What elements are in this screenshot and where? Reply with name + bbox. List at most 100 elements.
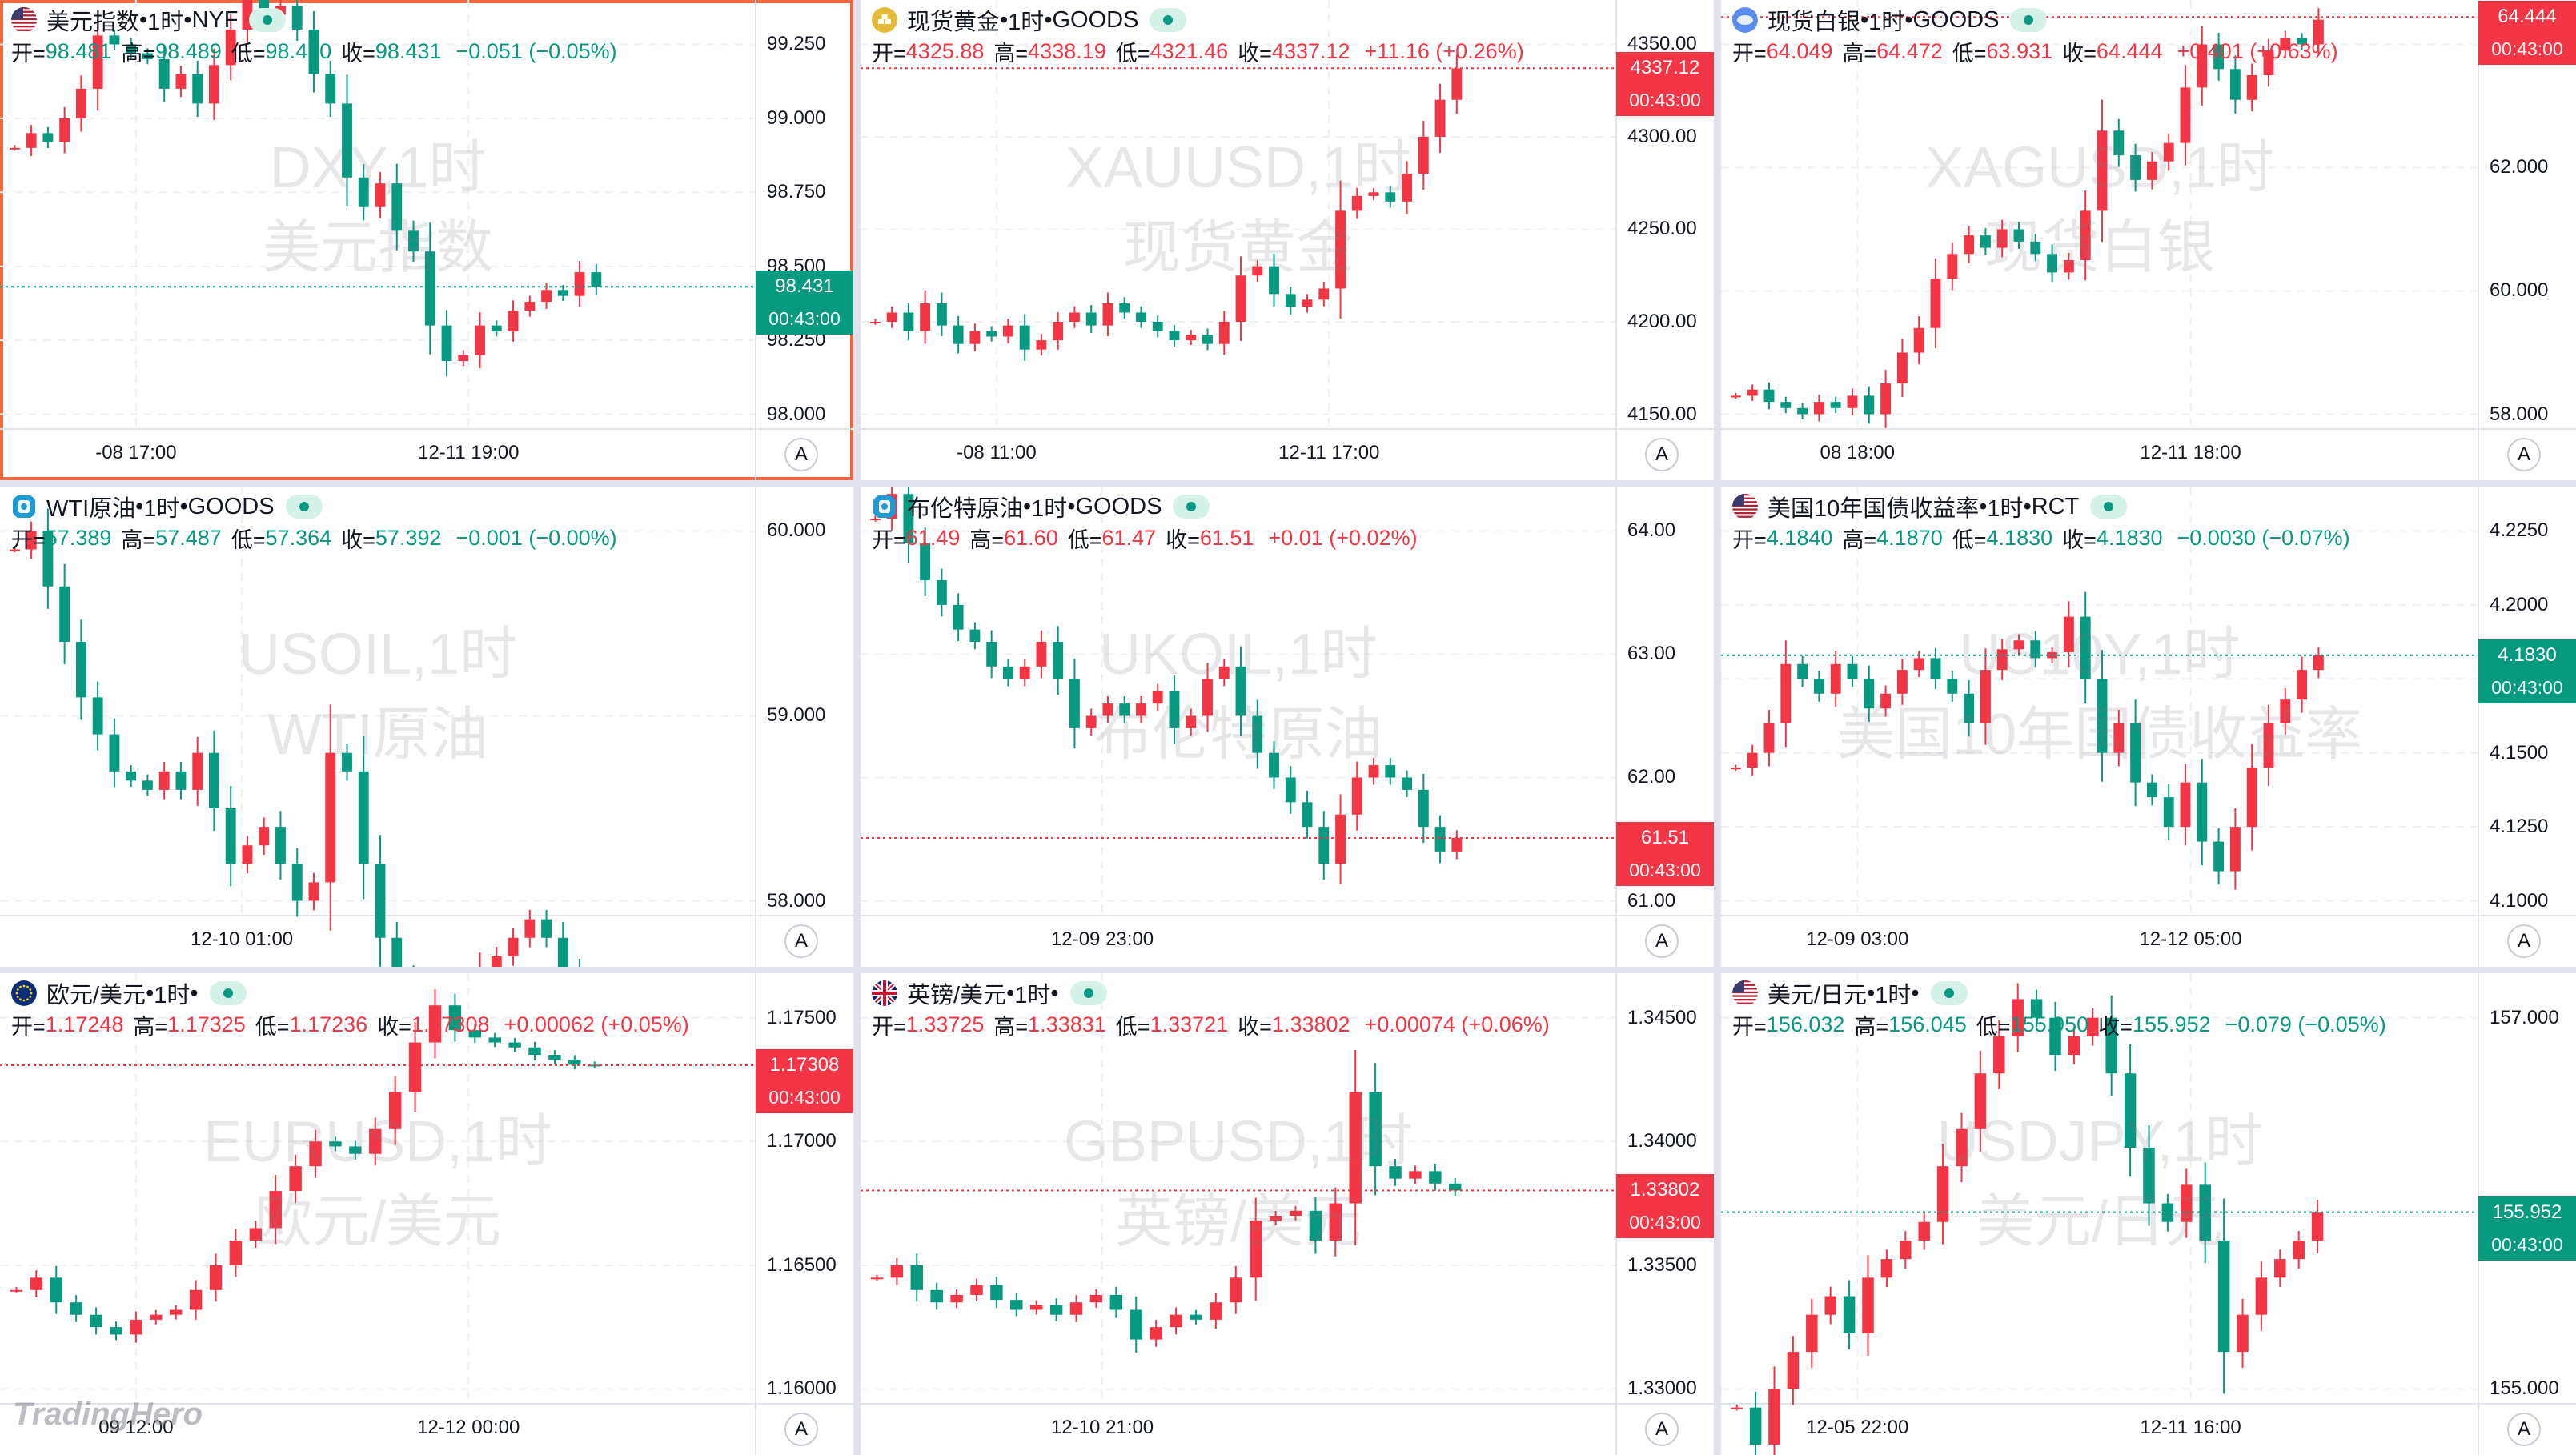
symbol-header[interactable]: 布伦特原油 • 1时 • GOODS <box>872 490 1210 523</box>
auto-scale-button[interactable]: A <box>2507 924 2541 958</box>
auto-scale-button[interactable]: A <box>784 1413 818 1446</box>
candle-body <box>2297 670 2308 700</box>
symbol-name[interactable]: 英镑/美元 <box>907 983 1007 1008</box>
symbol-name[interactable]: 欧元/美元 <box>46 983 146 1008</box>
candlestick-chart[interactable] <box>0 0 853 480</box>
interval-label[interactable]: 1时 <box>1008 10 1045 35</box>
candle-body <box>1318 827 1330 864</box>
market-status-badge[interactable] <box>2090 495 2128 519</box>
time-scale-label: 12-10 21:00 <box>1051 1417 1154 1438</box>
candle-body <box>229 1240 243 1265</box>
chart-panel-us10y[interactable]: US10Y,1时美国10年国债收益率美国10年国债收益率 • 1时 • RCT开… <box>1721 487 2576 967</box>
time-scale-label: 12-09 23:00 <box>1051 928 1154 950</box>
auto-scale-button[interactable]: A <box>2507 1413 2541 1446</box>
chart-panel-dxy[interactable]: DXY,1时 美元指数 美元指数 • 1时 • NYF 开= 98.481 高= 98.48… <box>0 0 853 480</box>
symbol-header[interactable]: 美国10年国债收益率 • 1时 • RCT <box>1732 490 2128 523</box>
candlestick-chart[interactable] <box>1721 973 2576 1455</box>
auto-scale-button[interactable]: A <box>2507 438 2541 471</box>
symbol-header[interactable]: 欧元/美元 • 1时 • <box>11 976 247 1010</box>
market-status-badge[interactable] <box>2010 8 2048 32</box>
price-scale-label: 1.17500 <box>767 1006 837 1028</box>
ohlc-value-l: 4.1830 <box>1986 525 2053 550</box>
time-scale-label: 12-12 00:00 <box>417 1417 520 1438</box>
candle-body <box>1202 679 1213 716</box>
market-status-badge[interactable] <box>1173 495 1210 519</box>
market-status-badge[interactable] <box>209 981 247 1005</box>
candle-body <box>508 1042 521 1048</box>
candle-body <box>209 1265 223 1290</box>
chart-panel-xagusd[interactable]: XAGUSD,1时现货白银现货白银 • 1时 • GOODS开=64.049高=… <box>1721 0 2576 480</box>
candle-body <box>342 103 352 178</box>
candle-body <box>508 311 519 332</box>
price-scale-label: 4.1500 <box>2490 741 2549 764</box>
market-status-badge[interactable] <box>1069 981 1107 1005</box>
candle-body <box>1269 1216 1282 1221</box>
interval-label[interactable]: 1时 <box>1875 983 1912 1008</box>
auto-scale-button[interactable]: A <box>784 924 818 958</box>
symbol-header[interactable]: 美元指数 • 1时 • NYF <box>11 3 287 37</box>
price-scale-label: 4.1000 <box>2490 889 2549 912</box>
symbol-name[interactable]: 美国10年国债收益率 <box>1767 496 1980 522</box>
chart-panel-usdjpy[interactable]: USDJPY,1时 美元/日元 美元/日元 • 1时 • 开= 156.032 高= 15… <box>1721 973 2576 1455</box>
symbol-header[interactable]: 英镑/美元 • 1时 • <box>872 976 1107 1010</box>
market-status-badge[interactable] <box>285 495 323 519</box>
candle-body <box>2180 87 2191 143</box>
candle-body <box>1368 765 1379 778</box>
candlestick-chart[interactable] <box>1721 487 2576 967</box>
candle-body <box>1136 703 1146 716</box>
interval-label[interactable]: 1时 <box>1868 10 1905 35</box>
symbol-header[interactable]: 美元/日元 • 1时 • <box>1732 976 1968 1010</box>
candle-body <box>2113 723 2125 753</box>
candle-body <box>1434 99 1446 137</box>
symbol-name[interactable]: WTI原油 <box>46 496 136 522</box>
ohlc-label-c: 收= <box>341 41 375 66</box>
symbol-name[interactable]: 布伦特原油 <box>907 496 1024 522</box>
ohlc-label-h: 高= <box>993 1014 1029 1039</box>
symbol-header[interactable]: 现货白银 • 1时 • GOODS <box>1732 3 2048 37</box>
candlestick-chart[interactable] <box>861 0 1714 480</box>
candle-body <box>903 312 914 331</box>
auto-scale-button[interactable]: A <box>1645 924 1679 958</box>
interval-label[interactable]: 1时 <box>1987 496 2024 522</box>
candle-body <box>1152 322 1163 331</box>
candlestick-chart[interactable] <box>861 973 1714 1455</box>
candle-body <box>1847 395 1858 408</box>
candle-body <box>1449 1183 1462 1191</box>
interval-label[interactable]: 1时 <box>154 983 191 1008</box>
symbol-name[interactable]: 现货白银 <box>1767 10 1861 35</box>
symbol-name[interactable]: 现货黄金 <box>907 10 1001 35</box>
interval-label[interactable]: 1时 <box>147 10 184 35</box>
market-status-badge[interactable] <box>249 8 287 32</box>
candlestick-chart[interactable] <box>0 973 853 1455</box>
symbol-header[interactable]: 现货黄金 • 1时 • GOODS <box>872 3 1187 37</box>
candle-body <box>1150 1327 1162 1340</box>
interval-label[interactable]: 1时 <box>1014 983 1051 1008</box>
auto-scale-button[interactable]: A <box>1645 1413 1679 1446</box>
chart-panel-ukoil[interactable]: UKOIL,1时 布伦特原油 布伦特原油 • 1时 • GOODS 开= 61.49 高=… <box>861 487 1714 967</box>
interval-label[interactable]: 1时 <box>143 496 180 522</box>
candlestick-chart[interactable] <box>0 487 853 967</box>
symbol-name[interactable]: 美元/日元 <box>1767 983 1868 1008</box>
candle-body <box>2030 640 2041 659</box>
symbol-name[interactable]: 美元指数 <box>46 10 140 35</box>
candlestick-chart[interactable] <box>1721 0 2576 480</box>
chart-panel-xauusd[interactable]: XAUUSD,1时 现货黄金 现货黄金 • 1时 • GOODS 开= 4325.88 高… <box>861 0 1714 480</box>
ohlc-value-l: 1.33721 <box>1150 1012 1229 1036</box>
market-status-badge[interactable] <box>1930 981 1968 1005</box>
candle-body <box>1409 1171 1422 1179</box>
chart-panel-usoil[interactable]: USOIL,1时 WTI原油 WTI原油 • 1时 • GOODS 开= 57.389 高… <box>0 487 853 967</box>
auto-scale-button[interactable]: A <box>1645 438 1679 471</box>
candle-body <box>2097 130 2108 211</box>
market-status-badge[interactable] <box>1150 8 1187 32</box>
symbol-header[interactable]: WTI原油 • 1时 • GOODS <box>11 490 323 523</box>
candlestick-chart[interactable] <box>861 487 1714 967</box>
chart-panel-gbpusd[interactable]: GBPUSD,1时 英镑/美元 英镑/美元 • 1时 • 开= 1.33725 高= 1.… <box>861 973 1714 1455</box>
ohlc-value-c: 155.952 <box>2132 1012 2211 1036</box>
candle-body <box>1329 1203 1342 1241</box>
interval-label[interactable]: 1时 <box>1031 496 1068 522</box>
ohlc-label-h: 高= <box>133 1014 168 1039</box>
ohlc-value-h: 4338.19 <box>1028 38 1106 63</box>
auto-scale-button[interactable]: A <box>784 438 818 471</box>
